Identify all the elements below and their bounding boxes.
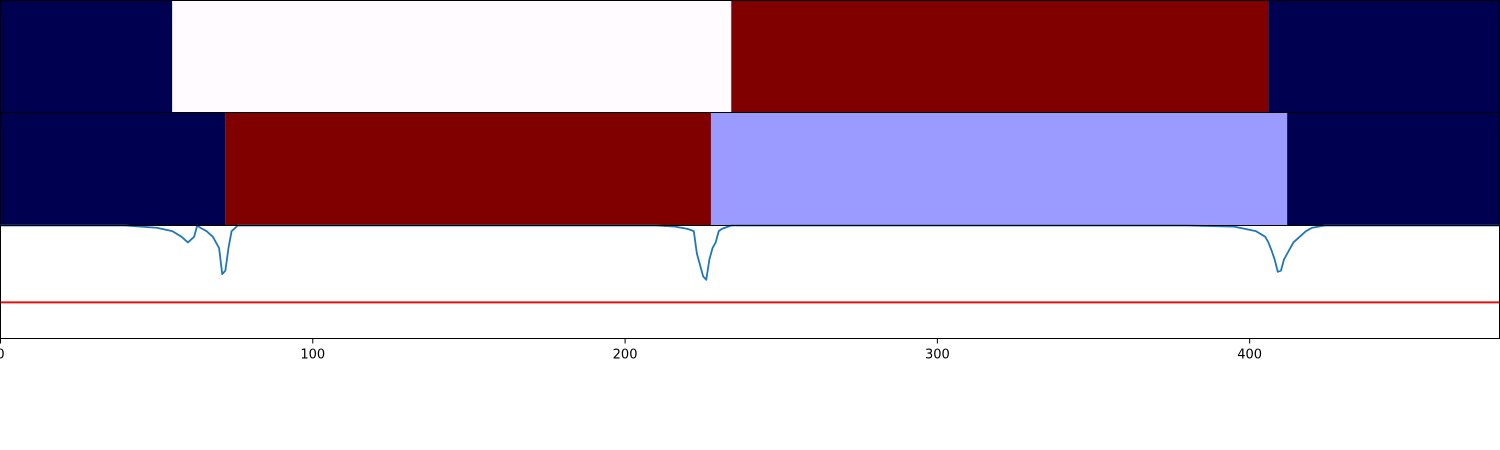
x-tick-label: 200: [613, 348, 638, 363]
segment-block: [1287, 112, 1500, 226]
top-segment-panel: [0, 0, 1500, 113]
x-tick-label: 400: [1237, 348, 1262, 363]
score-line-panel: [0, 224, 1500, 339]
segment-block: [0, 112, 226, 226]
x-tick-label: 300: [925, 348, 950, 363]
x-tick-label: 0: [0, 348, 5, 363]
score-series-line: [0, 224, 1500, 281]
segment-block: [225, 112, 711, 226]
segment-block: [172, 0, 732, 113]
segment-block: [731, 0, 1269, 113]
panel-background: [0, 225, 1500, 339]
x-axis: 0 100 200 300 400: [0, 338, 1262, 363]
segment-block: [710, 112, 1288, 226]
middle-segment-panel: [0, 112, 1500, 226]
segment-block: [0, 0, 173, 113]
x-tick-label: 100: [300, 348, 325, 363]
segment-block: [1268, 0, 1500, 113]
